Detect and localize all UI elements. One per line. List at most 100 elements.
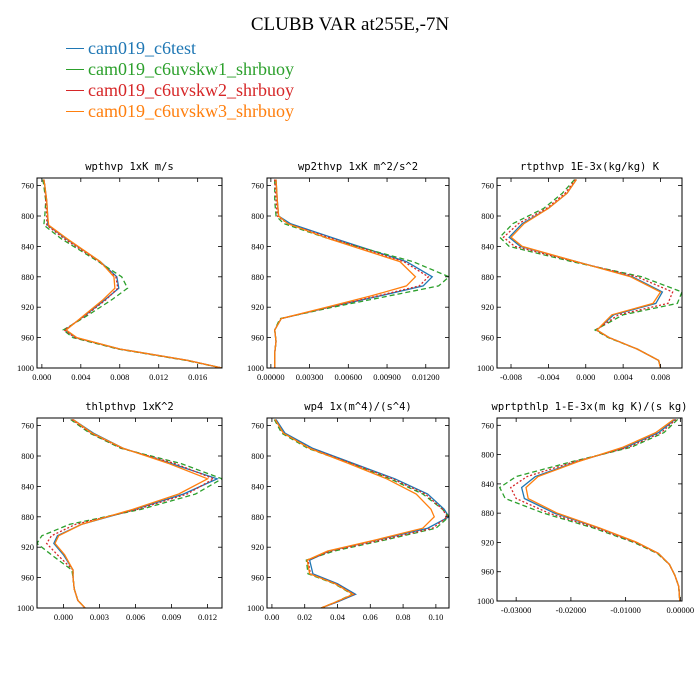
y-tick-label: 920 — [251, 302, 264, 312]
panel-title: wp2thvp 1xK m^2/s^2 — [298, 161, 418, 173]
legend-item-uvskw3: cam019_c6uvskw3_shrbuoy — [66, 101, 294, 122]
panel-title: rtpthvp 1E-3x(kg/kg) K — [520, 161, 660, 173]
panel-title: wprtpthlp 1-E-3x(m kg K)/(s kg) — [492, 401, 688, 413]
series-line-1 — [274, 179, 449, 368]
legend-label: cam019_c6uvskw2_shrbuoy — [88, 80, 294, 100]
y-tick-label: 880 — [251, 272, 264, 282]
x-tick-label: 0.004 — [71, 372, 91, 382]
y-tick-label: 880 — [481, 272, 494, 282]
x-tick-label: 0.00 — [264, 612, 279, 622]
y-tick-label: 800 — [481, 450, 494, 460]
y-tick-label: 1000 — [17, 603, 34, 613]
y-tick-label: 840 — [481, 241, 494, 251]
y-tick-label: 1000 — [17, 363, 34, 373]
x-tick-label: 0.00600 — [335, 372, 363, 382]
chart-panel-1: wp2thvp 1xK m^2/s^2 760 800 840 880 920 960 100… — [247, 161, 450, 382]
y-tick-label: 880 — [251, 512, 264, 522]
y-tick-label: 800 — [251, 211, 264, 221]
x-tick-label: -0.03000 — [501, 605, 531, 615]
legend: cam019_c6test cam019_c6uvskw1_shrbuoy ca… — [66, 38, 294, 122]
series-line-0 — [508, 179, 664, 368]
figure-title: CLUBB VAR at255E,-7N — [250, 14, 450, 35]
x-tick-label: 0.06 — [363, 612, 378, 622]
y-tick-label: 920 — [21, 302, 34, 312]
series-line-2 — [45, 418, 216, 608]
y-tick-label: 920 — [481, 302, 494, 312]
series-line-0 — [275, 419, 449, 608]
series-line-3 — [274, 419, 436, 608]
legend-item-c6test: cam019_c6test — [66, 38, 294, 59]
chart-panel-4: wp4 1x(m^4)/(s^4)76080084088092096010000… — [247, 401, 450, 622]
legend-label: cam019_c6uvskw3_shrbuoy — [88, 101, 294, 121]
y-tick-label: 920 — [481, 537, 494, 547]
series-line-1 — [498, 418, 681, 601]
legend-label: cam019_c6uvskw1_shrbuoy — [88, 59, 294, 79]
x-tick-label: -0.01000 — [610, 605, 640, 615]
y-tick-label: 840 — [251, 481, 264, 491]
series-line-0 — [274, 179, 434, 368]
chart-panel-5: wprtpthlp 1-E-3x(m kg K)/(s kg) 760 800 840… — [477, 401, 694, 615]
panel-title: wpthvp 1xK m/s — [85, 161, 174, 173]
y-tick-label: 960 — [21, 333, 34, 343]
x-tick-label: 0.008 — [110, 372, 129, 382]
y-tick-label: 840 — [251, 241, 264, 251]
y-tick-label: 760 — [21, 421, 34, 431]
chart-panel-0: wpthvp 1xK m/s76080084088092096010000.00… — [17, 161, 223, 382]
series-line-3 — [525, 418, 681, 601]
plot-frame — [496, 177, 683, 369]
y-tick-label: 760 — [251, 181, 264, 191]
series-line-0 — [53, 418, 219, 608]
legend-label: cam019_c6test — [88, 38, 196, 58]
x-tick-label: 0.008 — [651, 372, 670, 382]
x-tick-label: 0.04 — [330, 612, 346, 622]
chart-panel-2: rtpthvp 1E-3x(kg/kg) K 760 800 840 880 920 960… — [477, 161, 683, 382]
y-tick-label: 840 — [21, 481, 34, 491]
legend-line-icon — [66, 48, 84, 49]
series-line-3 — [54, 418, 210, 608]
x-tick-label: 0.00000 — [257, 372, 285, 382]
x-tick-label: 0.006 — [126, 612, 145, 622]
x-tick-label: 0.02 — [297, 612, 312, 622]
x-tick-label: 0.000 — [576, 372, 595, 382]
x-tick-label: -0.004 — [537, 372, 560, 382]
series-line-0 — [43, 179, 222, 368]
legend-item-uvskw1: cam019_c6uvskw1_shrbuoy — [66, 59, 294, 80]
y-tick-label: 880 — [481, 508, 494, 518]
y-tick-label: 1000 — [247, 363, 264, 373]
x-tick-label: 0.08 — [396, 612, 411, 622]
x-tick-label: 0.10 — [428, 612, 443, 622]
x-tick-label: 0.00000 — [667, 605, 695, 615]
x-tick-label: 0.00300 — [296, 372, 324, 382]
panel-title: thlpthvp 1xK^2 — [85, 401, 174, 413]
series-line-1 — [42, 179, 222, 368]
series-line-1 — [273, 419, 449, 608]
y-tick-label: 960 — [251, 573, 264, 583]
x-tick-label: 0.000 — [54, 612, 73, 622]
y-tick-label: 880 — [21, 272, 34, 282]
series-line-3 — [43, 179, 222, 368]
plot-frame — [36, 417, 223, 609]
series-line-2 — [43, 179, 222, 368]
series-line-0 — [520, 418, 681, 601]
x-tick-label: 0.012 — [149, 372, 168, 382]
x-tick-label: 0.000 — [32, 372, 51, 382]
x-tick-label: 0.009 — [162, 612, 181, 622]
series-line-2 — [509, 418, 681, 601]
y-tick-label: 760 — [481, 181, 494, 191]
y-tick-label: 760 — [251, 421, 264, 431]
series-line-3 — [510, 179, 662, 368]
legend-line-icon — [66, 90, 84, 91]
y-tick-label: 920 — [251, 542, 264, 552]
legend-item-uvskw2: cam019_c6uvskw2_shrbuoy — [66, 80, 294, 101]
y-tick-label: 960 — [481, 333, 494, 343]
y-tick-label: 1000 — [477, 363, 494, 373]
series-line-1 — [37, 418, 222, 608]
y-tick-label: 800 — [481, 211, 494, 221]
plot-frame — [496, 417, 683, 602]
plot-frame — [266, 177, 450, 369]
y-tick-label: 800 — [21, 451, 34, 461]
y-tick-label: 960 — [21, 573, 34, 583]
plot-frame — [36, 177, 223, 369]
plot-frame — [266, 417, 450, 609]
x-tick-label: -0.008 — [500, 372, 522, 382]
